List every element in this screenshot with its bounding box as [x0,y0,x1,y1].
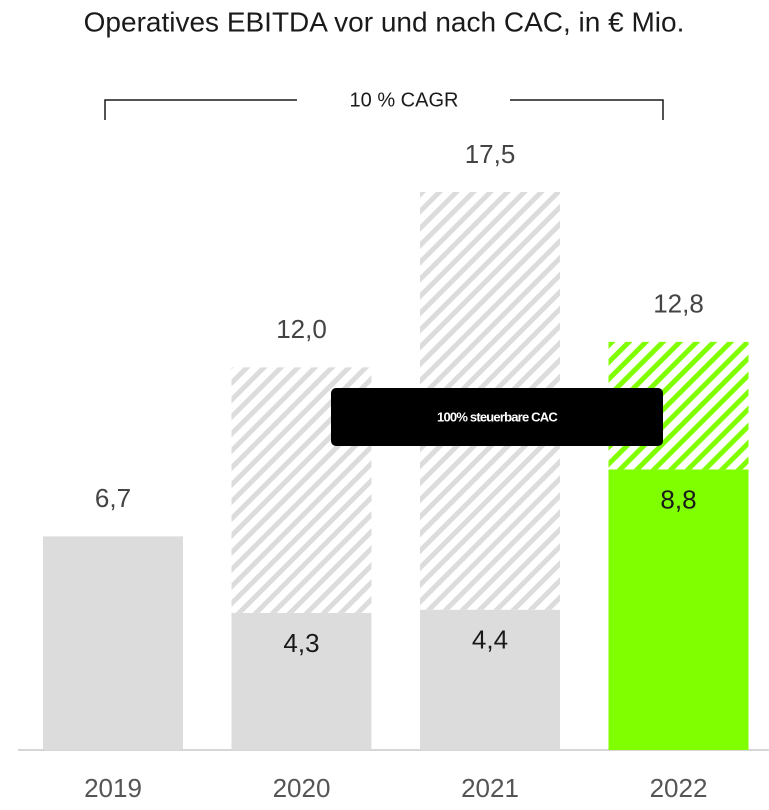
x-tick-label: 2021 [461,773,519,803]
total-value-label: 12,0 [276,314,327,344]
segment-value-label: 4,4 [472,625,508,655]
bar-segment [608,469,749,750]
cagr-label: 10 % CAGR [350,89,459,111]
segment-value-label: 8,8 [660,484,696,514]
bracket-right [510,99,664,120]
total-value-label: 17,5 [465,139,516,169]
bars: 6,7 2019 4,3 12,0 2020 4,4 17,5 2021 8,8 12,8 2022 [43,139,749,803]
x-tick-label: 2020 [273,773,331,803]
bar-segment [43,536,183,750]
bar-segment [420,609,560,750]
callout-label: 100% steuerbare CAC [437,409,558,424]
bracket-left [104,99,297,120]
callout-box [331,388,663,446]
total-value-label: 12,8 [653,289,704,319]
x-tick-label: 2019 [84,773,142,803]
cagr-bracket [104,99,664,120]
chart-title: Operatives EBITDA vor und nach CAC, in €… [84,6,685,37]
segment-value-label: 4,3 [283,628,319,658]
x-tick-label: 2022 [650,773,708,803]
total-value-label: 6,7 [95,483,131,513]
bar-segment [231,612,372,750]
